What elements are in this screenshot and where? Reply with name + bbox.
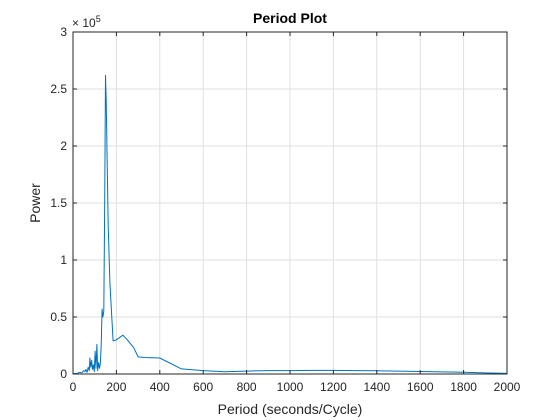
y-exponent-power: 5 [96,14,101,24]
x-tick-label: 1800 [450,380,477,394]
x-tick-label: 400 [150,380,170,394]
y-tick-label: 2.5 [50,82,67,96]
y-exponent-label: × 105 [72,14,101,30]
y-tick-label: 3 [60,25,67,39]
x-tick-label: 600 [193,380,213,394]
x-tick-label: 1200 [320,380,347,394]
x-tick-label: 800 [237,380,257,394]
x-tick-label: 0 [70,380,77,394]
y-tick-label: 0 [60,367,67,381]
y-tick-label: 0.5 [50,310,67,324]
x-tick-label: 1600 [407,380,434,394]
y-exponent-base: × 10 [72,16,96,30]
x-tick-label: 1000 [277,380,304,394]
x-tick-label: 1400 [363,380,390,394]
chart-title: Period Plot [253,10,327,26]
grid [73,32,507,374]
x-axis-label: Period (seconds/Cycle) [218,401,363,417]
x-tick-label: 200 [106,380,126,394]
y-axis-label: Power [27,183,43,223]
x-tick-label: 2000 [494,380,521,394]
series-group [72,74,508,375]
y-tick-label: 1.5 [50,196,67,210]
y-tick-label: 1 [60,253,67,267]
series-line [72,74,508,375]
ticks: 0 200 400 600 800 1000 1200 1400 1600 1800 2000 0 0.… [50,25,520,394]
y-tick-label: 2 [60,139,67,153]
